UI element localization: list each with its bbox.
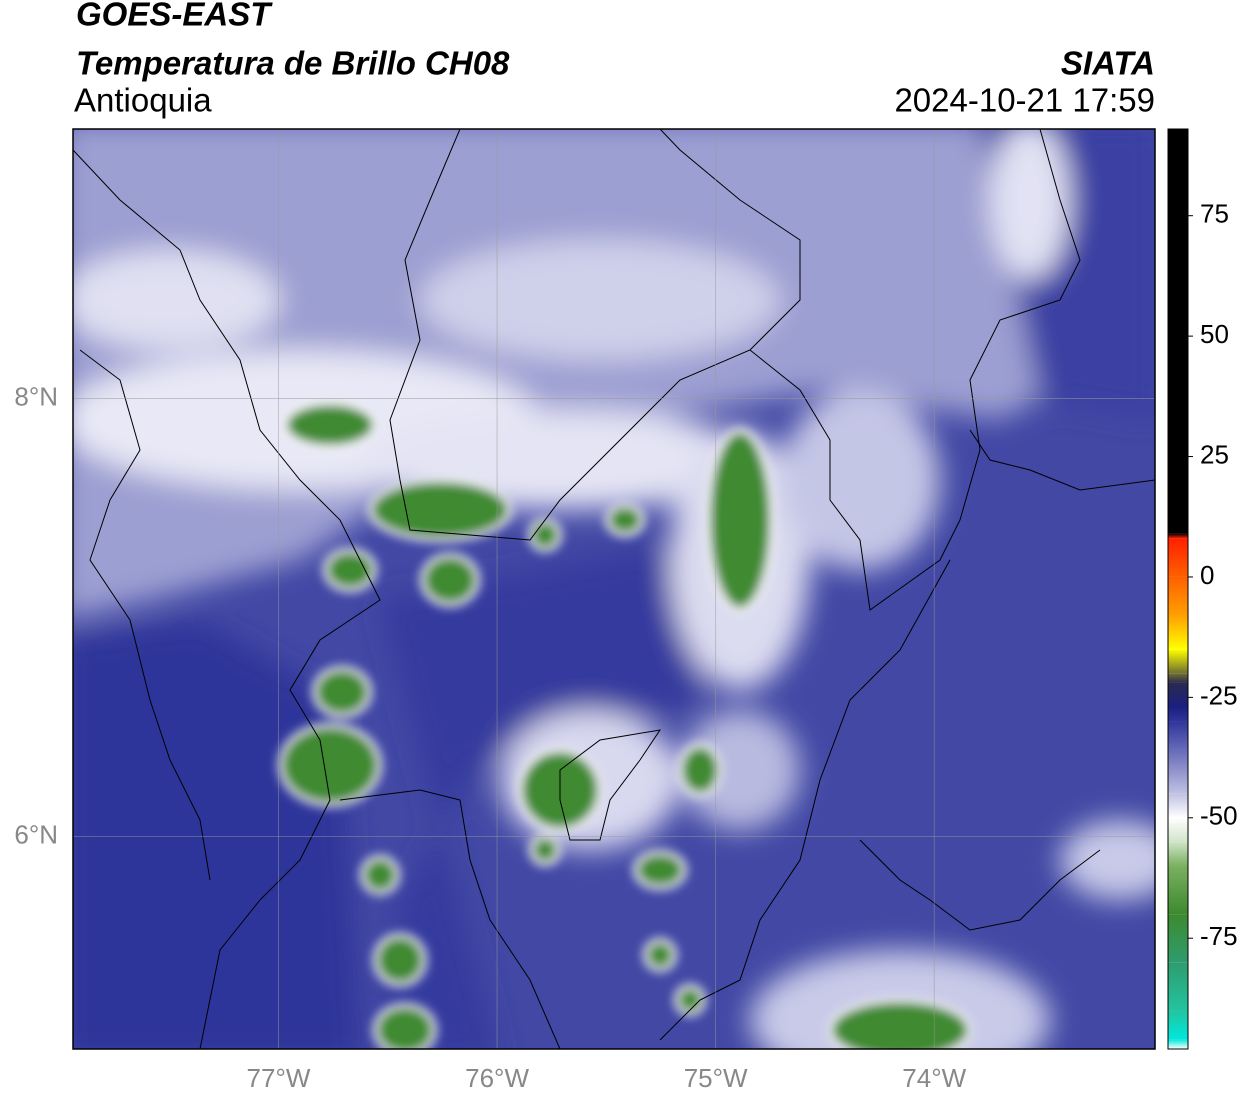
colorbar-segment (1168, 538, 1188, 577)
y-tick-label: 8°N (14, 381, 58, 411)
x-tick-label: 75°W (684, 1063, 748, 1093)
subtitle: Temperatura de Brillo CH08 (76, 45, 510, 82)
colorbar-segment (1168, 1010, 1188, 1040)
colorbar-segment (1168, 576, 1188, 616)
datetime: 2024-10-21 17:59 (894, 82, 1155, 119)
grid (73, 129, 1155, 1049)
x-tick-label: 76°W (465, 1063, 529, 1093)
colorbar-tick-label: -50 (1200, 801, 1238, 831)
colorbar-segment (1168, 914, 1188, 963)
colorbar-tick-label: 50 (1200, 319, 1229, 349)
colorbar-segment (1168, 129, 1188, 534)
source: SIATA (1061, 45, 1155, 82)
colorbar (1168, 129, 1188, 1049)
colorbar-segment (1168, 721, 1188, 760)
colorbar-tick-label: -75 (1200, 921, 1238, 951)
map-frame (72, 128, 1156, 1050)
colorbar-segment (1168, 817, 1188, 842)
colorbar-frame (1167, 128, 1189, 1050)
colorbar-segment (1168, 533, 1188, 539)
colorbar-segment (1168, 793, 1188, 818)
satellite-image (73, 129, 1155, 1049)
colorbar-tick-label: 25 (1200, 439, 1229, 469)
x-tick-label: 77°W (247, 1063, 311, 1093)
colorbar-segment (1168, 682, 1188, 708)
colorbar-segment (1168, 759, 1188, 794)
colorbar-segment (1168, 962, 1188, 1011)
region: Antioquia (74, 82, 212, 119)
y-tick-label: 6°N (14, 819, 58, 849)
colorbar-segment (1168, 841, 1188, 866)
title: GOES-EAST (76, 0, 273, 33)
colorbar-segment (1168, 1039, 1188, 1049)
colorbar-segment (1168, 649, 1188, 674)
borders (73, 129, 1155, 1049)
colorbar-segment (1168, 615, 1188, 650)
colorbar-segment (1168, 707, 1188, 722)
colorbar-tick-label: 75 (1200, 199, 1229, 229)
colorbar-tick-label: -25 (1200, 680, 1238, 710)
colorbar-segment (1168, 673, 1188, 683)
colorbar-segment (1168, 865, 1188, 915)
colorbar-tick-label: 0 (1200, 560, 1214, 590)
x-tick-label: 74°W (902, 1063, 966, 1093)
